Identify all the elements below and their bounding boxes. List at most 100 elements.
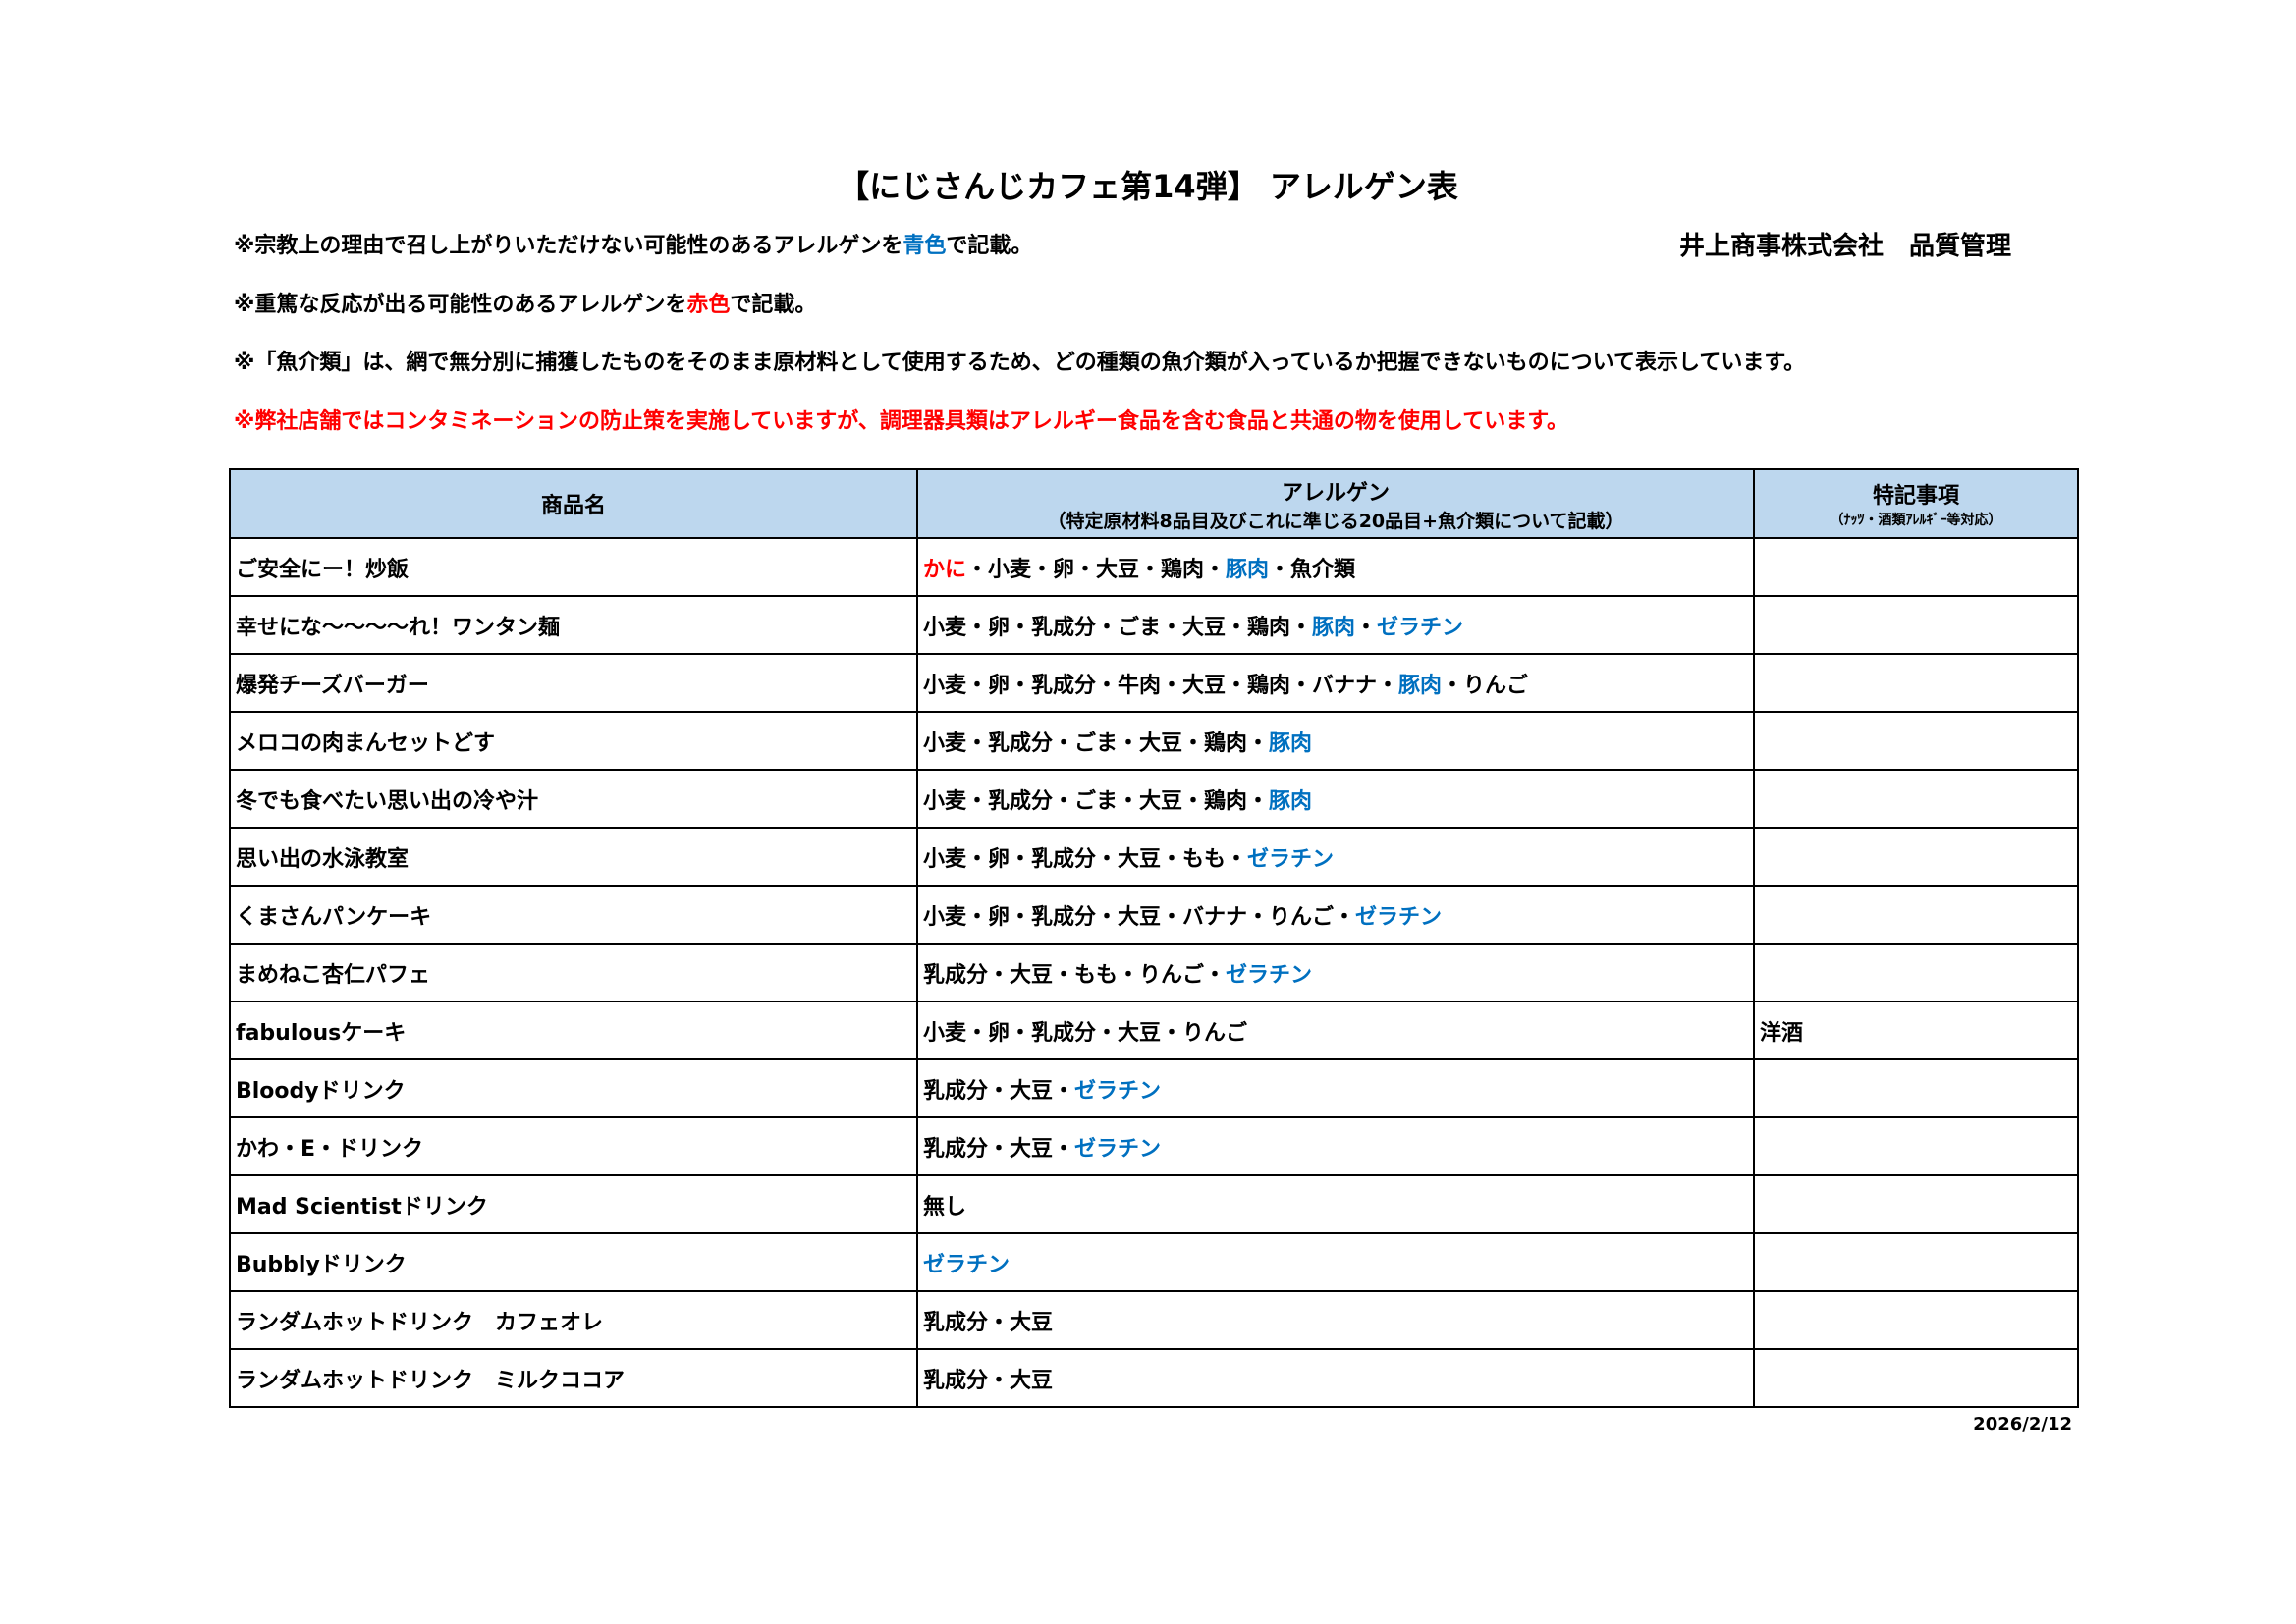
header-special-title: 特記事項	[1872, 484, 1959, 509]
allergen-segment: 乳成分・大豆	[923, 1310, 1054, 1335]
allergen-segment: 豚肉	[1312, 615, 1356, 640]
allergen-segment: 乳成分・大豆・もも・りんご・	[923, 962, 1227, 988]
table-row: ランダムホットドリンク ミルクココア 乳成分・大豆	[229, 1348, 2079, 1408]
note-severe: ※重篤な反応が出る可能性のあるアレルゲンを赤色で記載。	[234, 287, 816, 318]
table-row: 冬でも食べたい思い出の冷や汁 小麦・乳成分・ごま・大豆・鶏肉・豚肉	[229, 769, 2079, 829]
allergen-segment: 小麦・卵・乳成分・大豆・りんご	[923, 1020, 1248, 1046]
product-name: ご安全にー！炒飯	[229, 537, 918, 597]
special-note	[1753, 1116, 2079, 1176]
special-note	[1753, 1290, 2079, 1350]
allergen-list: 乳成分・大豆・ゼラチン	[916, 1058, 1755, 1118]
date: 2026/2/12	[1973, 1414, 2072, 1435]
allergen-segment: 豚肉	[1226, 557, 1270, 582]
product-name: 幸せにな～～～～れ！ワンタン麺	[229, 595, 918, 655]
special-note	[1753, 885, 2079, 945]
special-note	[1753, 711, 2079, 771]
allergen-list: 無し	[916, 1174, 1755, 1234]
table-row: Bubblyドリンク ゼラチン	[229, 1232, 2079, 1292]
product-name: かわ・E・ドリンク	[229, 1116, 918, 1176]
allergen-segment: 豚肉	[1269, 788, 1313, 814]
product-name: 爆発チーズバーガー	[229, 653, 918, 713]
allergen-segment: 小麦・乳成分・ごま・大豆・鶏肉・	[923, 788, 1270, 814]
allergen-segment: 小麦・乳成分・ごま・大豆・鶏肉・	[923, 731, 1270, 756]
product-name: Bubblyドリンク	[229, 1232, 918, 1292]
allergen-list: かに・小麦・卵・大豆・鶏肉・豚肉・魚介類	[916, 537, 1755, 597]
allergen-list: 乳成分・大豆	[916, 1290, 1755, 1350]
allergen-segment: ゼラチン	[923, 1252, 1011, 1277]
product-name: くまさんパンケーキ	[229, 885, 918, 945]
allergen-list: 小麦・卵・乳成分・大豆・バナナ・りんご・ゼラチン	[916, 885, 1755, 945]
allergen-list: ゼラチン	[916, 1232, 1755, 1292]
allergen-segment: ・	[1355, 615, 1378, 640]
special-note: 洋酒	[1753, 1001, 2079, 1060]
note-religious: ※宗教上の理由で召し上がりいただけない可能性のあるアレルゲンを青色で記載。	[234, 228, 1032, 259]
product-name: メロコの肉まんセットどす	[229, 711, 918, 771]
note-text: で記載。	[946, 234, 1033, 258]
special-note	[1753, 943, 2079, 1002]
note-text: で記載。	[730, 293, 817, 317]
allergen-list: 小麦・卵・乳成分・大豆・りんご	[916, 1001, 1755, 1060]
table-row: Mad Scientistドリンク 無し	[229, 1174, 2079, 1234]
special-note	[1753, 827, 2079, 887]
product-name: Mad Scientistドリンク	[229, 1174, 918, 1234]
special-note	[1753, 1058, 2079, 1118]
special-note	[1753, 769, 2079, 829]
header-allergen-title: アレルゲン	[1281, 480, 1390, 506]
allergen-segment: 乳成分・大豆・	[923, 1136, 1075, 1162]
table-row: かわ・E・ドリンク 乳成分・大豆・ゼラチン	[229, 1116, 2079, 1176]
allergen-list: 小麦・卵・乳成分・大豆・もも・ゼラチン	[916, 827, 1755, 887]
allergen-segment: ゼラチン	[1074, 1078, 1162, 1104]
table-row: ご安全にー！炒飯 かに・小麦・卵・大豆・鶏肉・豚肉・魚介類	[229, 537, 2079, 597]
company-name: 井上商事株式会社 品質管理	[1679, 232, 2012, 261]
allergen-table: 商品名 アレルゲン （特定原材料8品目及びこれに準じる20品目+魚介類について記載…	[229, 468, 2079, 1408]
note-contamination: ※弊社店舗ではコンタミネーションの防止策を実施していますが、調理器具類はアレルギ…	[234, 409, 1568, 434]
product-name: ランダムホットドリンク カフェオレ	[229, 1290, 918, 1350]
note-text: ※宗教上の理由で召し上がりいただけない可能性のあるアレルゲンを	[234, 234, 903, 258]
product-name: まめねこ杏仁パフェ	[229, 943, 918, 1002]
allergen-segment: 小麦・卵・乳成分・大豆・もも・	[923, 846, 1248, 872]
table-row: まめねこ杏仁パフェ 乳成分・大豆・もも・りんご・ゼラチン	[229, 943, 2079, 1002]
product-name: 冬でも食べたい思い出の冷や汁	[229, 769, 918, 829]
table-row: ランダムホットドリンク カフェオレ 乳成分・大豆	[229, 1290, 2079, 1350]
table-header: 商品名 アレルゲン （特定原材料8品目及びこれに準じる20品目+魚介類について記載…	[229, 468, 2079, 539]
special-note	[1753, 595, 2079, 655]
product-name: fabulousケーキ	[229, 1001, 918, 1060]
special-note	[1753, 1348, 2079, 1408]
note-seafood: ※「魚介類」は、網で無分別に捕獲したものをそのまま原材料として使用するため、どの…	[234, 351, 1806, 375]
table-row: 思い出の水泳教室 小麦・卵・乳成分・大豆・もも・ゼラチン	[229, 827, 2079, 887]
table-row: メロコの肉まんセットどす 小麦・乳成分・ごま・大豆・鶏肉・豚肉	[229, 711, 2079, 771]
allergen-segment: 乳成分・大豆	[923, 1368, 1054, 1393]
allergen-segment: ・小麦・卵・大豆・鶏肉・	[966, 557, 1227, 582]
table-row: くまさんパンケーキ 小麦・卵・乳成分・大豆・バナナ・りんご・ゼラチン	[229, 885, 2079, 945]
note-red-word: 赤色	[686, 293, 731, 317]
header-allergen-sub: （特定原材料8品目及びこれに準じる20品目+魚介類について記載）	[1047, 510, 1624, 532]
allergen-segment: 乳成分・大豆・	[923, 1078, 1075, 1104]
product-name: 思い出の水泳教室	[229, 827, 918, 887]
special-note	[1753, 1232, 2079, 1292]
header-product-name: 商品名	[229, 468, 918, 539]
special-note	[1753, 1174, 2079, 1234]
allergen-segment: ゼラチン	[1377, 615, 1464, 640]
special-note	[1753, 537, 2079, 597]
allergen-segment: 豚肉	[1269, 731, 1313, 756]
allergen-list: 小麦・卵・乳成分・ごま・大豆・鶏肉・豚肉・ゼラチン	[916, 595, 1755, 655]
product-name: ランダムホットドリンク ミルクココア	[229, 1348, 918, 1408]
product-name: Bloodyドリンク	[229, 1058, 918, 1118]
allergen-list: 小麦・乳成分・ごま・大豆・鶏肉・豚肉	[916, 769, 1755, 829]
note-text: ※重篤な反応が出る可能性のあるアレルゲンを	[234, 293, 687, 317]
table-row: 爆発チーズバーガー 小麦・卵・乳成分・牛肉・大豆・鶏肉・バナナ・豚肉・りんご	[229, 653, 2079, 713]
allergen-list: 乳成分・大豆・ゼラチン	[916, 1116, 1755, 1176]
page-title: 【にじさんじカフェ第14弾】 アレルゲン表	[838, 168, 1458, 205]
allergen-segment: ゼラチン	[1074, 1136, 1162, 1162]
allergen-list: 乳成分・大豆・もも・りんご・ゼラチン	[916, 943, 1755, 1002]
header-special-sub: （ﾅｯﾂ・酒類ｱﾚﾙｷﾞｰ等対応）	[1830, 513, 2002, 528]
table-row: 幸せにな～～～～れ！ワンタン麺 小麦・卵・乳成分・ごま・大豆・鶏肉・豚肉・ゼラチン	[229, 595, 2079, 655]
header-special: 特記事項 （ﾅｯﾂ・酒類ｱﾚﾙｷﾞｰ等対応）	[1753, 468, 2079, 539]
note-blue-word: 青色	[902, 234, 947, 258]
allergen-segment: ゼラチン	[1247, 846, 1335, 872]
table-row: fabulousケーキ 小麦・卵・乳成分・大豆・りんご 洋酒	[229, 1001, 2079, 1060]
allergen-segment: 小麦・卵・乳成分・ごま・大豆・鶏肉・	[923, 615, 1313, 640]
allergen-segment: 小麦・卵・乳成分・牛肉・大豆・鶏肉・バナナ・	[923, 673, 1399, 698]
allergen-list: 乳成分・大豆	[916, 1348, 1755, 1408]
allergen-list: 小麦・乳成分・ごま・大豆・鶏肉・豚肉	[916, 711, 1755, 771]
